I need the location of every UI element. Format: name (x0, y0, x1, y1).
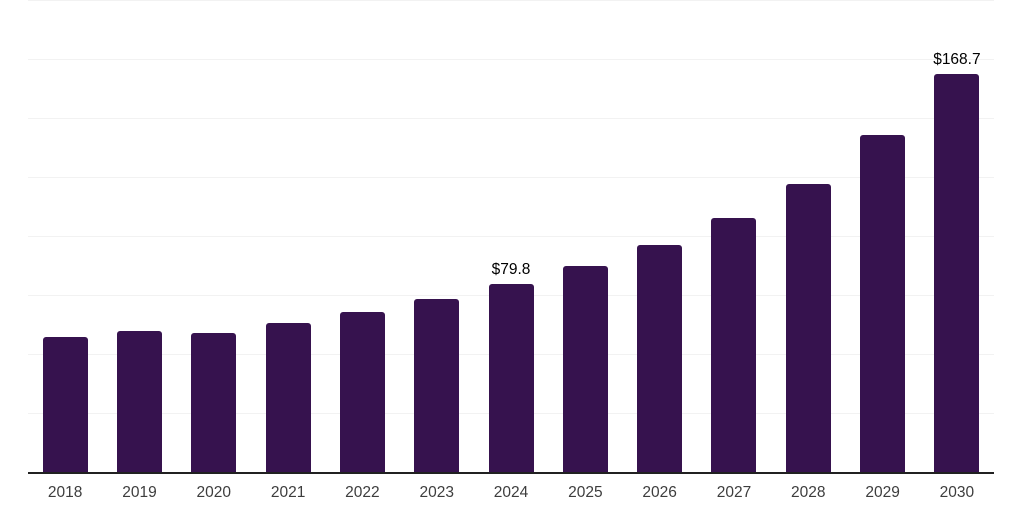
bar-slot (771, 0, 845, 472)
bar-2027 (711, 217, 757, 472)
bar-value-label: $79.8 (491, 260, 531, 278)
gridline (28, 176, 994, 178)
bar-slot (697, 0, 771, 472)
bar-slot: $168.7 (920, 0, 994, 472)
x-tick-label: 2027 (716, 484, 752, 501)
gridline (28, 117, 994, 119)
bar-slot (623, 0, 697, 472)
gridline (28, 0, 994, 1)
bar-slot (845, 0, 919, 472)
bar-slot (177, 0, 251, 472)
x-tick-label: 2029 (865, 484, 900, 501)
bar-slot (548, 0, 622, 472)
bar-2028 (785, 184, 831, 472)
bar-slot (251, 0, 325, 472)
bar-slot: $79.8 (474, 0, 548, 472)
bar-2029 (860, 135, 906, 472)
x-tick-label: 2021 (270, 484, 306, 501)
x-tick-label: 2024 (493, 484, 529, 501)
bar-slot (102, 0, 176, 472)
bars-layer: $79.8 $168.7 (28, 0, 994, 472)
x-tick-label: 2023 (419, 484, 454, 501)
x-tick-label: 2028 (791, 484, 826, 501)
x-axis-line (28, 472, 994, 474)
x-tick-label: 2026 (642, 484, 677, 501)
x-tick-label: 2022 (345, 484, 380, 501)
bar-value-label: $168.7 (933, 50, 981, 68)
bar-2021 (265, 322, 311, 472)
bar-2030: $168.7 (933, 51, 981, 472)
bar-slot (325, 0, 399, 472)
bar-slot (28, 0, 102, 472)
bar-2018 (42, 337, 88, 472)
bar-2025 (562, 265, 608, 472)
plot-area: $79.8 $168.7 (28, 0, 994, 472)
bar-2022 (339, 311, 385, 472)
x-tick-label: 2018 (47, 484, 83, 501)
x-axis-labels: 2018 2019 2020 2021 2022 2023 2024 2025 2026 2027… (28, 484, 994, 502)
x-tick-label: 2019 (122, 484, 157, 501)
bar-2026 (637, 244, 683, 472)
gridline (28, 58, 994, 60)
x-tick-label: 2025 (568, 484, 603, 501)
bar-chart: $79.8 $168.7 2018 2019 2020 2021 2022 2023 2024… (28, 0, 994, 512)
gridline (28, 235, 994, 237)
bar-2019 (116, 331, 162, 472)
x-tick-label: 2030 (939, 484, 975, 501)
bar-2023 (414, 298, 460, 472)
bar-2024: $79.8 (488, 261, 534, 472)
x-tick-label: 2020 (196, 484, 232, 501)
bar-2020 (191, 333, 237, 472)
bar-slot (400, 0, 474, 472)
